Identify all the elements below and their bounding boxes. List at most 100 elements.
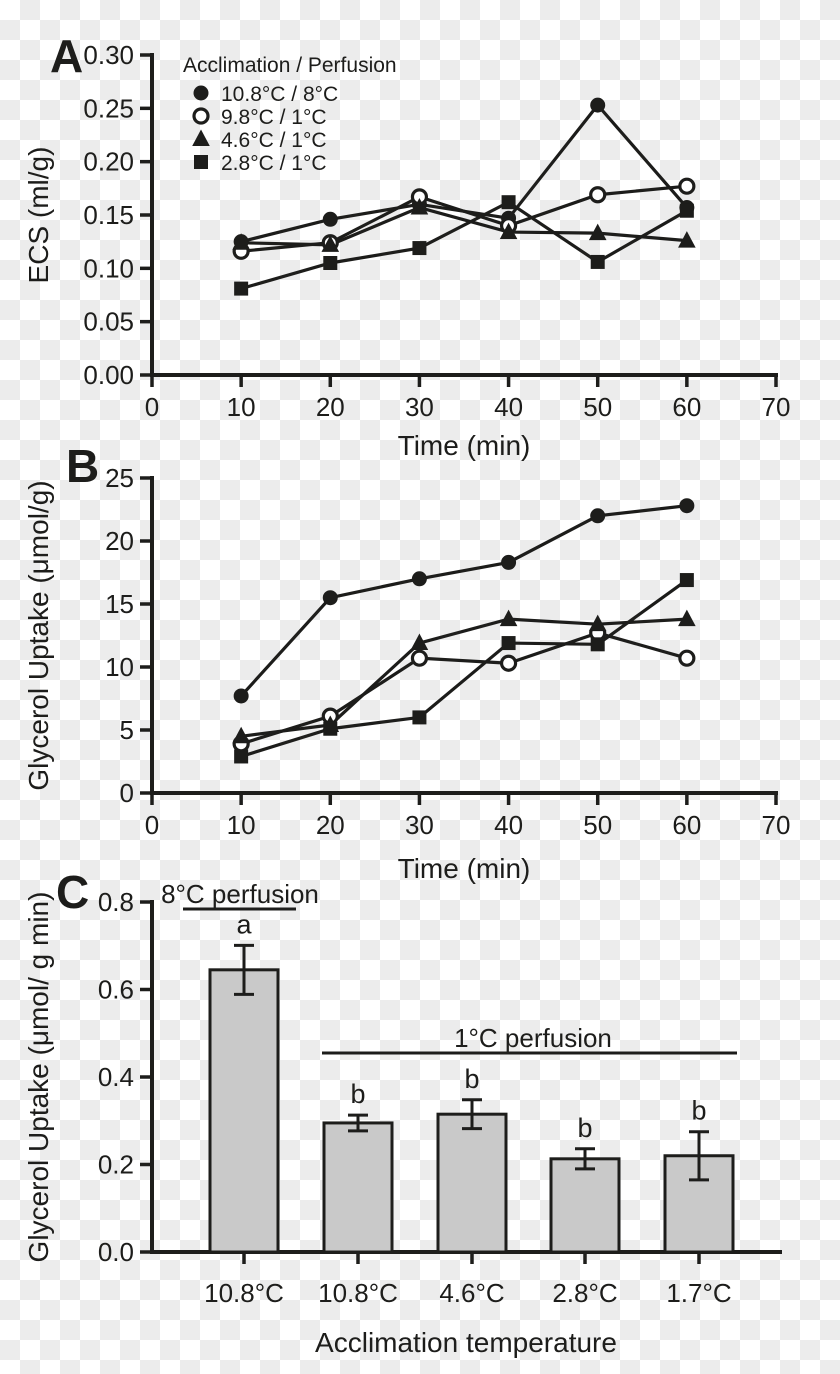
data-point-open-circle xyxy=(589,186,607,204)
data-point-filled-circle xyxy=(411,571,427,587)
bar xyxy=(208,968,280,1254)
perfusion-annotation-text: 1°C perfusion xyxy=(454,1023,612,1053)
significance-letter: b xyxy=(350,1079,365,1109)
data-point-filled-square xyxy=(501,195,516,210)
data-point-filled-triangle xyxy=(410,633,429,651)
panel-a-chart: 0.00 0.05 0.10 0.15 0.20 0.25 0.30 0 10 20 30 40 50 6… xyxy=(23,40,790,461)
significance-letter: a xyxy=(236,909,252,939)
data-point-filled-circle xyxy=(679,498,695,514)
y-axis-title: ECS (ml/g) xyxy=(23,147,54,284)
data-point-filled-circle xyxy=(322,590,338,606)
y-tick-label: 0.20 xyxy=(83,147,134,177)
y-tick-label: 0 xyxy=(120,778,134,808)
perfusion-annotation-text: 8°C perfusion xyxy=(161,879,319,909)
bar xyxy=(549,1157,621,1254)
data-point-filled-square xyxy=(590,254,605,269)
y-tick-label: 0.2 xyxy=(98,1150,134,1180)
bar xyxy=(436,1112,508,1254)
x-tick-label: 20 xyxy=(316,392,345,422)
legend: Acclimation / Perfusion 10.8°C / 8°C9.8°C… xyxy=(183,54,397,175)
series-line xyxy=(240,617,687,738)
series-line xyxy=(240,578,688,758)
panel-b-chart: 0 5 10 15 20 25 0 10 20 30 40 50 60 70 Time (min) Glyce… xyxy=(23,463,790,884)
data-point-filled-triangle xyxy=(588,614,607,632)
data-point-open-circle xyxy=(499,654,518,672)
data-point-filled-triangle xyxy=(410,198,429,215)
legend-item-label: 4.6°C / 1°C xyxy=(221,129,327,152)
y-tick-label: 0.10 xyxy=(83,253,134,283)
series-line xyxy=(240,631,688,746)
data-point-filled-square xyxy=(679,573,694,588)
x-tick-label: 20 xyxy=(316,810,345,840)
y-tick-label: 0.0 xyxy=(98,1237,134,1267)
x-tick-label: 30 xyxy=(405,392,434,422)
data-point-filled-circle xyxy=(501,554,517,570)
y-axis-title: Glycerol Uptake (μmol/g) xyxy=(23,480,54,790)
y-axis-title: Glycerol Uptake (μmol/ g min) xyxy=(23,892,54,1263)
data-point-open-circle xyxy=(678,177,696,195)
data-point-filled-square xyxy=(679,203,694,218)
y-tick-label: 25 xyxy=(105,463,134,493)
significance-letter: b xyxy=(464,1064,479,1094)
panel-c-chart: 0.0 0.2 0.4 0.6 0.8 a 10.8°C b 10.8°C b 4.6°C b 2.8°… xyxy=(23,879,782,1358)
data-point-filled-triangle xyxy=(232,233,250,250)
category-label: 1.7°C xyxy=(666,1278,731,1308)
data-point-filled-triangle xyxy=(321,235,340,252)
data-point-open-circle xyxy=(192,107,210,125)
y-tick-label: 0.6 xyxy=(98,975,134,1005)
panel-b-label: B xyxy=(66,440,100,492)
y-tick-label: 10 xyxy=(105,652,134,682)
data-point-filled-triangle xyxy=(499,609,518,627)
data-point-filled-square xyxy=(323,721,338,736)
x-tick-label: 60 xyxy=(672,810,701,840)
data-point-filled-triangle xyxy=(678,231,696,248)
panel-c-label: C xyxy=(56,866,90,918)
x-tick-label: 0 xyxy=(145,392,159,422)
data-point-filled-triangle xyxy=(192,129,210,146)
significance-letter: b xyxy=(577,1113,592,1143)
x-tick-label: 0 xyxy=(145,810,159,840)
data-point-filled-triangle xyxy=(232,726,250,744)
x-tick-label: 40 xyxy=(494,810,523,840)
x-tick-label: 10 xyxy=(227,392,256,422)
data-point-filled-triangle xyxy=(499,222,518,240)
y-tick-label: 0.30 xyxy=(83,40,134,70)
y-tick-label: 0.00 xyxy=(83,360,134,390)
data-point-filled-triangle xyxy=(588,223,607,241)
data-point-filled-circle xyxy=(590,508,606,524)
legend-item-label: 2.8°C / 1°C xyxy=(221,152,327,175)
category-label: 4.6°C xyxy=(439,1278,504,1308)
data-point-filled-circle xyxy=(193,85,209,101)
x-tick-label: 70 xyxy=(762,392,791,422)
data-point-filled-square xyxy=(412,710,427,725)
x-tick-label: 60 xyxy=(672,392,701,422)
data-point-filled-circle xyxy=(590,97,606,113)
series-line xyxy=(239,504,688,698)
legend-item-label: 10.8°C / 8°C xyxy=(221,83,338,106)
y-tick-label: 0.25 xyxy=(83,93,134,123)
series-line xyxy=(241,205,687,247)
data-point-filled-circle xyxy=(322,211,338,227)
y-tick-label: 0.15 xyxy=(83,200,134,230)
legend-item-label: 9.8°C / 1°C xyxy=(221,106,327,129)
data-point-filled-square xyxy=(234,281,249,296)
x-tick-label: 50 xyxy=(583,810,612,840)
data-point-filled-square xyxy=(412,241,427,256)
series-line xyxy=(240,200,688,291)
data-point-filled-circle xyxy=(233,688,249,704)
y-tick-label: 0.4 xyxy=(98,1062,134,1092)
category-label: 2.8°C xyxy=(552,1278,617,1308)
data-point-filled-square xyxy=(323,256,338,270)
x-axis-title: Time (min) xyxy=(398,430,531,461)
category-label: 10.8°C xyxy=(318,1278,398,1308)
x-tick-label: 50 xyxy=(583,392,612,422)
legend-title: Acclimation / Perfusion xyxy=(183,54,397,77)
panel-a-label: A xyxy=(50,30,84,82)
data-point-filled-square xyxy=(234,749,249,764)
bar xyxy=(322,1121,394,1254)
data-point-open-circle xyxy=(678,649,696,667)
y-tick-label: 5 xyxy=(120,715,134,745)
data-point-filled-square xyxy=(590,637,605,652)
x-axis-title: Time (min) xyxy=(398,853,531,884)
